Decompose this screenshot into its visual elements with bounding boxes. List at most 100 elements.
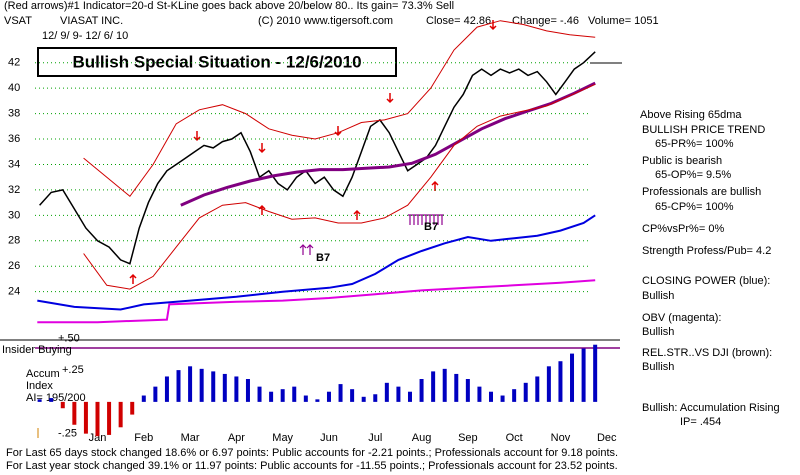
accum-bar (49, 398, 54, 402)
buy-arrow (353, 209, 361, 220)
b7-arrow (408, 214, 444, 225)
close: Close= 42.86 (426, 15, 491, 27)
signal-arrows (129, 20, 497, 284)
y-tick-label: 38 (8, 107, 20, 119)
accum-bar (315, 399, 320, 402)
x-tick-label: Jun (320, 432, 338, 444)
copyright: (C) 2010 www.tigersoft.com (258, 15, 393, 27)
side-text: Bullish: Accumulation Rising (642, 402, 780, 414)
x-tick-label: Jul (368, 432, 382, 444)
accum-bar (489, 391, 494, 402)
accum-bar (465, 379, 470, 402)
accum-bar (373, 394, 378, 402)
annotation: B7 (424, 221, 438, 233)
accum-bar (269, 391, 274, 402)
side-text: IP= .454 (680, 416, 721, 428)
y-tick-label: 40 (8, 82, 20, 94)
accum-bar (350, 389, 355, 402)
y-tick-label: 34 (8, 158, 20, 170)
accum-bar (303, 395, 308, 402)
accum-bar (199, 368, 204, 402)
accum-bar (95, 401, 100, 437)
accum-bar (60, 401, 65, 409)
side-text: CP%vsPr%= 0% (642, 223, 724, 235)
accum-bar (245, 379, 250, 402)
side-text: Bullish (642, 290, 674, 302)
x-tick-label: Aug (412, 432, 432, 444)
change: Change= -.46 (512, 15, 579, 27)
side-text: Professionals are bullish (642, 186, 761, 198)
side-text: REL.STR..VS DJI (brown): (642, 347, 772, 359)
accum-bar (454, 373, 459, 402)
x-tick-label: Oct (506, 432, 523, 444)
accum-bar (188, 366, 193, 402)
sell-arrow (489, 20, 497, 31)
company: VIASAT INC. (60, 15, 123, 27)
accum-bar (176, 370, 181, 402)
header-line: (Red arrows)#1 Indicator=20-d St-KLine g… (4, 0, 454, 12)
accum-bar (280, 389, 285, 402)
accum-bar (535, 376, 540, 402)
side-text: Bullish (642, 361, 674, 373)
side-text: Strength Profess/Pub= 4.2 (642, 245, 771, 257)
accum-bar (500, 395, 505, 402)
series-line (39, 51, 596, 265)
accum-bar (477, 386, 482, 402)
side-text: Above Rising 65dma (640, 109, 742, 121)
accum-bar (581, 348, 586, 402)
accum-bar (384, 382, 389, 402)
side-text: Public is bearish (642, 155, 722, 167)
b7-arrows (299, 214, 444, 255)
accum-bar (523, 382, 528, 402)
series-line (37, 214, 596, 311)
accum-bar (546, 366, 551, 402)
accum-bar (431, 371, 436, 402)
accum-bar (211, 371, 216, 402)
y-tick-label: 26 (8, 260, 20, 272)
panel-label: Insider Buying (2, 344, 72, 356)
annotation: B7 (316, 252, 330, 264)
x-tick-label: Nov (551, 432, 571, 444)
series-line (180, 81, 596, 207)
accum-bar (361, 396, 366, 402)
y-tick-label: 42 (8, 57, 20, 69)
accum-bar (407, 391, 412, 402)
x-tick-label: Feb (134, 432, 153, 444)
x-tick-label: Jan (89, 432, 107, 444)
title-box (37, 47, 397, 77)
x-tick-label: Apr (228, 432, 245, 444)
accum-bar (593, 344, 598, 402)
series-line (37, 279, 596, 324)
x-tick-label: Dec (597, 432, 617, 444)
side-text: 65-PR%= 100% (655, 138, 734, 150)
footer-text: For Last 65 days stock changed 18.6% or … (6, 447, 618, 459)
footer-text: For Last year stock changed 39.1% or 11.… (6, 460, 618, 472)
y-tick-label: 32 (8, 184, 20, 196)
side-text: Bullish (642, 326, 674, 338)
accum-bar (164, 376, 169, 402)
volume: Volume= 1051 (588, 15, 659, 27)
sell-arrow (258, 143, 266, 154)
accum-bar (442, 368, 447, 402)
accum-bar (570, 353, 575, 402)
y-tick-label: 28 (8, 235, 20, 247)
accum-bar (292, 386, 297, 402)
y-tick-label: -.25 (58, 428, 77, 440)
accum-bar (326, 391, 331, 402)
x-tick-label: Mar (181, 432, 200, 444)
accum-bar (419, 379, 424, 402)
date-range: 12/ 9/ 9- 12/ 6/ 10 (42, 30, 128, 42)
sell-arrow (193, 131, 201, 142)
b7-arrow (299, 244, 314, 255)
accum-bar (107, 401, 112, 435)
accum-bar (512, 389, 517, 402)
accum-bar (141, 395, 146, 402)
side-text: 65-OP%= 9.5% (655, 169, 731, 181)
accum-bar (118, 401, 123, 428)
y-tick-label: +.50 (58, 332, 80, 344)
accum-bar (130, 401, 135, 415)
y-tick-label: 30 (8, 209, 20, 221)
panel-label: Index (26, 380, 53, 392)
